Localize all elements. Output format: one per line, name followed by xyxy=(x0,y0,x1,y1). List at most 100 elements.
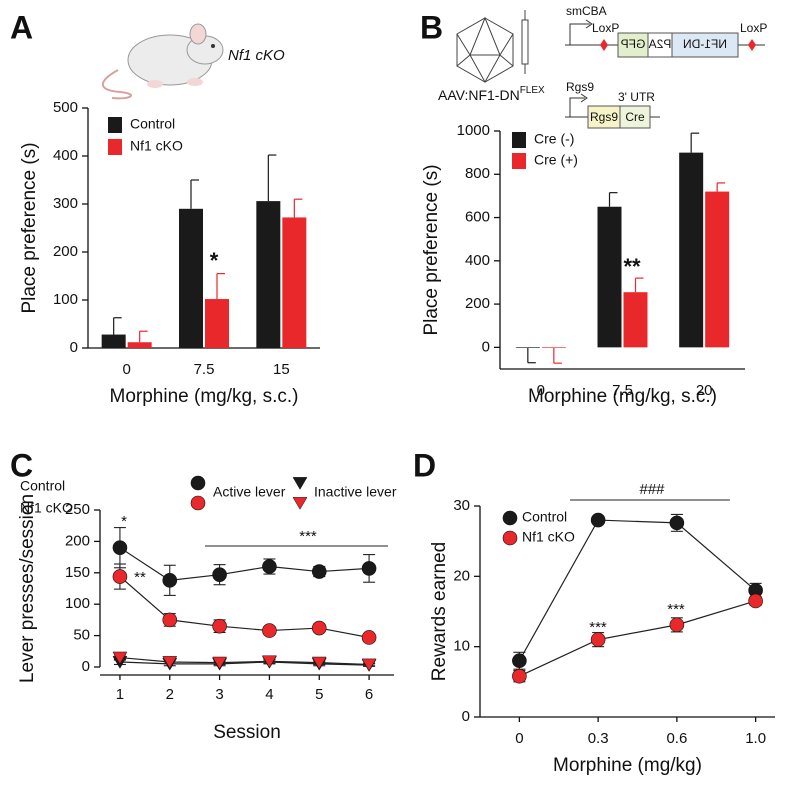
bar xyxy=(679,152,704,348)
x-axis-title: Morphine (mg/kg, s.c.) xyxy=(528,386,717,407)
data-point xyxy=(262,623,277,638)
y-tick-label: 20 xyxy=(453,567,470,584)
legend-label: Cre (-) xyxy=(534,131,574,147)
legend-label: Control xyxy=(522,509,567,525)
legend-marker xyxy=(292,477,308,490)
series-line xyxy=(119,547,370,581)
y-tick-label: 50 xyxy=(73,627,90,644)
significance-label: * xyxy=(121,513,127,530)
bar xyxy=(597,206,622,348)
x-tick-label: 6 xyxy=(365,686,373,703)
data-point xyxy=(590,632,606,647)
legend-label: Inactive lever xyxy=(314,484,397,500)
y-axis-title: Lever presses/session xyxy=(17,494,38,683)
bar xyxy=(541,347,566,349)
x-tick-label: 3 xyxy=(215,686,223,703)
x-tick-label: 0 xyxy=(515,730,523,747)
data-point xyxy=(361,630,377,645)
data-point xyxy=(311,656,327,670)
data-point xyxy=(262,559,277,574)
y-tick-label: 0 xyxy=(482,338,490,355)
data-point xyxy=(212,567,227,582)
y-tick-label: 150 xyxy=(65,564,90,581)
y-tick-label: 400 xyxy=(465,252,490,269)
series-line xyxy=(119,661,370,666)
legend-marker xyxy=(292,497,308,510)
legend-marker xyxy=(190,475,206,491)
legend-label: Nf1 cKO xyxy=(522,529,575,545)
legend-group: Control xyxy=(20,478,65,494)
y-tick-label: 300 xyxy=(53,195,78,212)
series-line xyxy=(119,656,370,666)
virus-label: AAV:NF1-DNFLEX xyxy=(438,85,545,103)
x-tick-label: 7.5 xyxy=(612,382,633,399)
x-tick-label: 0 xyxy=(122,361,130,378)
significance-label: * xyxy=(210,248,219,273)
series-line xyxy=(119,576,370,639)
construct-1 xyxy=(565,19,765,58)
virus-label-superscript: FLEX xyxy=(520,85,545,96)
legend-swatch xyxy=(512,153,526,169)
construct-box-label: Rgs9 xyxy=(590,110,618,124)
y-tick-label: 200 xyxy=(65,532,90,549)
bar xyxy=(256,201,281,348)
legend-marker xyxy=(502,510,518,526)
significance-label: ### xyxy=(639,481,665,498)
y-axis-title: Place preference (s) xyxy=(19,142,40,313)
bar xyxy=(205,299,229,348)
y-tick-label: 600 xyxy=(465,209,490,226)
bar xyxy=(623,292,648,348)
bar xyxy=(705,191,730,348)
data-point xyxy=(112,651,128,665)
y-tick-label: 0 xyxy=(462,708,470,725)
virus-illustration xyxy=(456,10,529,84)
significance-label: ** xyxy=(623,254,641,279)
data-point xyxy=(162,573,178,588)
construct-box-label: P2A xyxy=(649,37,672,51)
data-point xyxy=(361,658,377,672)
x-axis-title: Morphine (mg/kg) xyxy=(553,755,702,776)
panel-label: A xyxy=(10,9,33,45)
significance-label: *** xyxy=(667,601,685,618)
data-point xyxy=(112,540,128,555)
construct-box-label: NF1-DN xyxy=(683,37,727,51)
x-tick-label: 4 xyxy=(265,686,273,703)
y-axis-title: Place preference (s) xyxy=(421,164,442,335)
bar xyxy=(282,217,307,348)
significance-label: ** xyxy=(134,569,146,586)
y-tick-label: 0 xyxy=(70,339,78,356)
x-tick-label: 0.3 xyxy=(588,730,609,747)
data-point xyxy=(669,515,685,531)
data-point xyxy=(361,561,377,576)
legend-marker xyxy=(190,495,206,511)
panel-label: D xyxy=(413,447,436,483)
series-line xyxy=(519,600,756,677)
y-tick-label: 250 xyxy=(65,501,90,518)
x-tick-label: 2 xyxy=(166,686,174,703)
y-tick-label: 10 xyxy=(453,638,470,655)
y-tick-label: 800 xyxy=(465,165,490,182)
y-tick-label: 100 xyxy=(65,595,90,612)
mouse-illustration xyxy=(101,23,224,100)
x-axis-title: Morphine (mg/kg, s.c.) xyxy=(110,386,299,407)
data-point xyxy=(212,656,228,670)
construct-box-label: Cre xyxy=(625,110,645,124)
data-point xyxy=(261,655,277,669)
bar xyxy=(101,334,126,348)
x-tick-label: 0.6 xyxy=(666,730,687,747)
panel-label: B xyxy=(420,9,443,45)
x-tick-label: 20 xyxy=(696,382,713,399)
bar xyxy=(127,342,152,348)
data-point xyxy=(162,656,178,669)
x-tick-label: 0 xyxy=(537,382,545,399)
y-tick-label: 100 xyxy=(53,291,78,308)
data-point xyxy=(748,593,763,609)
utr-label: 3' UTR xyxy=(618,90,655,104)
loxp-label: LoxP xyxy=(740,21,767,35)
y-tick-label: 500 xyxy=(53,99,78,116)
y-tick-label: 0 xyxy=(82,658,90,675)
data-point xyxy=(212,618,227,634)
bar xyxy=(179,208,203,348)
legend-swatch xyxy=(512,132,526,148)
